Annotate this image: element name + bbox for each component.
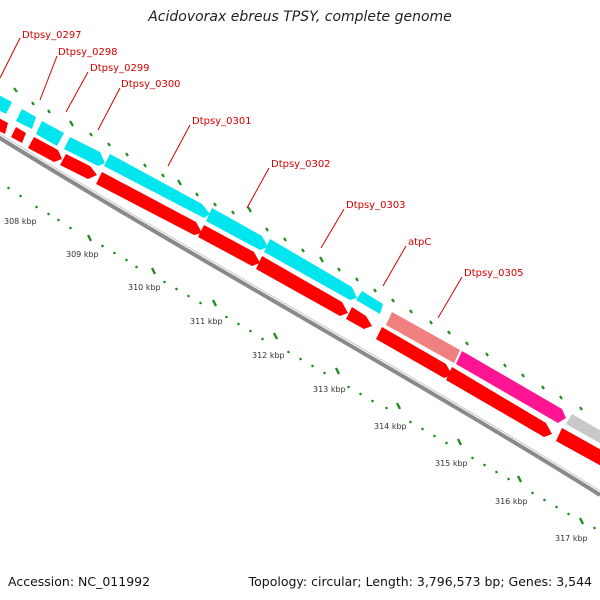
gene-dtpsy-0303-top[interactable] bbox=[264, 239, 357, 300]
genome-backbone bbox=[0, 133, 600, 497]
kbp-label: 310 kbp bbox=[128, 283, 161, 292]
gene-label-dtpsy-0300[interactable]: Dtpsy_0300 bbox=[121, 79, 181, 90]
gene-dtpsy-0297-top[interactable] bbox=[0, 93, 12, 114]
gene-dtpsy-0298-top[interactable] bbox=[16, 109, 36, 129]
cds-0299[interactable] bbox=[28, 137, 62, 162]
gene-label-dtpsy-0298[interactable]: Dtpsy_0298 bbox=[58, 47, 118, 58]
gene-dtpsy-0300-top[interactable] bbox=[64, 137, 105, 166]
gene-atpc-top[interactable] bbox=[386, 312, 460, 363]
gene-label-dtpsy-0302[interactable]: Dtpsy_0302 bbox=[271, 159, 331, 170]
cds-0300[interactable] bbox=[60, 154, 97, 179]
gene-labels: Dtpsy_0297 Dtpsy_0298 Dtpsy_0299 Dtpsy_0… bbox=[22, 30, 524, 279]
gene-label-dtpsy-0297[interactable]: Dtpsy_0297 bbox=[22, 30, 82, 41]
gene-label-dtpsy-0303[interactable]: Dtpsy_0303 bbox=[346, 200, 406, 211]
cds-0303[interactable] bbox=[256, 256, 348, 316]
gene-dtpsy-0302-top[interactable] bbox=[206, 208, 268, 250]
outer-tick-marks bbox=[13, 87, 583, 411]
gene-grey-top[interactable] bbox=[566, 414, 600, 446]
gene-label-leaders bbox=[0, 37, 463, 319]
accession-label: Accession: NC_011992 bbox=[8, 574, 151, 589]
kbp-label: 317 kbp bbox=[555, 534, 588, 543]
map-title: Acidovorax ebreus TPSY, complete genome bbox=[148, 9, 452, 25]
cds-atpc[interactable] bbox=[376, 327, 452, 378]
cds-0305[interactable] bbox=[446, 367, 552, 437]
cds-0303b[interactable] bbox=[346, 307, 372, 329]
kbp-label: 308 kbp bbox=[4, 217, 37, 226]
gene-label-dtpsy-0301[interactable]: Dtpsy_0301 bbox=[192, 116, 252, 127]
kbp-label: 311 kbp bbox=[190, 317, 223, 326]
kbp-label: 309 kbp bbox=[66, 250, 99, 259]
gene-label-dtpsy-0305[interactable]: Dtpsy_0305 bbox=[464, 268, 524, 279]
gene-label-atpc[interactable]: atpC bbox=[408, 237, 431, 248]
gene-track-upper bbox=[0, 93, 600, 446]
cds-0301[interactable] bbox=[96, 172, 202, 235]
gene-dtpsy-0303b-top[interactable] bbox=[356, 291, 383, 314]
gene-dtpsy-0305-top[interactable] bbox=[456, 351, 566, 423]
scale-ticks bbox=[6, 186, 597, 530]
cds-0298[interactable] bbox=[11, 127, 26, 143]
cds-0297[interactable] bbox=[0, 116, 8, 134]
kbp-label: 315 kbp bbox=[435, 459, 468, 468]
cds-0302[interactable] bbox=[198, 225, 260, 266]
scale-labels: 308 kbp 309 kbp 310 kbp 311 kbp 312 kbp … bbox=[4, 217, 588, 543]
kbp-label: 312 kbp bbox=[252, 351, 285, 360]
gene-dtpsy-0299-top[interactable] bbox=[36, 121, 64, 146]
kbp-label: 313 kbp bbox=[313, 385, 346, 394]
cds-track-lower bbox=[0, 116, 600, 468]
kbp-label: 316 kbp bbox=[495, 497, 528, 506]
gene-label-dtpsy-0299[interactable]: Dtpsy_0299 bbox=[90, 63, 150, 74]
genome-summary: Topology: circular; Length: 3,796,573 bp… bbox=[248, 574, 592, 589]
cds-next[interactable] bbox=[556, 428, 600, 468]
kbp-label: 314 kbp bbox=[374, 422, 407, 431]
gene-dtpsy-0301-top[interactable] bbox=[104, 154, 210, 218]
